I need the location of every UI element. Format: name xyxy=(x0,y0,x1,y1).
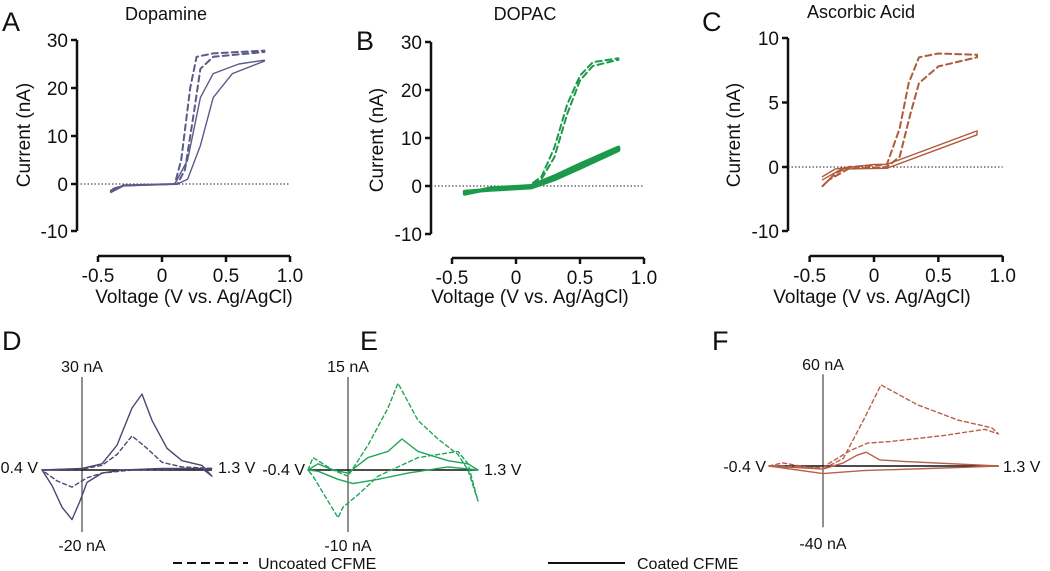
y-tick-label: 10 xyxy=(401,129,422,150)
x-tick-label: 0 xyxy=(157,266,168,287)
x-tick-label: -0.5 xyxy=(436,268,469,289)
y-tick-label: 10 xyxy=(758,29,779,50)
x-tick-label: -0.5 xyxy=(82,266,115,287)
plot-area-c: 10 5 0 -10 -0.5 0 0.5 1.0 xyxy=(752,29,1016,287)
panel-letter: C xyxy=(702,7,722,37)
y-tick-label: -10 xyxy=(395,225,422,246)
series-uncoated-line xyxy=(463,57,620,195)
y-max-label: 30 nA xyxy=(61,359,103,376)
x-tick-label: 1.0 xyxy=(631,268,657,289)
x-min-label: -0.4 V xyxy=(723,459,766,476)
x-tick-label: 0 xyxy=(869,266,880,287)
series-uncoated-line xyxy=(307,382,479,519)
plot-area-b: 30 20 10 0 -10 -0.5 0 0.5 1.0 xyxy=(395,33,658,289)
x-min-label: -0.4 V xyxy=(262,462,305,479)
series-uncoated-line xyxy=(768,384,1000,470)
y-min-label: -40 nA xyxy=(799,536,846,553)
x-tick-label: -0.5 xyxy=(793,266,826,287)
y-tick-label: 0 xyxy=(57,175,68,196)
series-uncoated-line xyxy=(109,49,266,193)
panel-c: C Ascorbic Acid Current (nA) Voltage (V … xyxy=(702,2,971,308)
series-coated-line xyxy=(821,130,978,181)
y-tick-label: 10 xyxy=(47,127,68,148)
y-tick-label: 30 xyxy=(47,31,68,52)
series-uncoated-line xyxy=(821,52,978,188)
plot-area-e xyxy=(307,377,479,532)
y-tick-label: 0 xyxy=(411,177,422,198)
y-tick-label: 30 xyxy=(401,33,422,54)
x-tick-label: 1.0 xyxy=(989,266,1015,287)
series-coated-line xyxy=(41,393,213,521)
x-tick-label: 0.5 xyxy=(925,266,951,287)
panel-a: A Dopamine Current (nA) Voltage (V vs. A… xyxy=(2,4,293,308)
panel-letter: B xyxy=(356,26,374,56)
x-max-label: 1.3 V xyxy=(1003,459,1041,476)
y-tick-label: -10 xyxy=(41,222,68,243)
x-max-label: 1.3 V xyxy=(484,462,522,479)
panel-d: D 30 nA -20 nA -0.4 V 1.3 V xyxy=(0,326,256,555)
plot-area-f xyxy=(768,374,1000,528)
chart-title: Ascorbic Acid xyxy=(807,2,915,22)
y-tick-label: 5 xyxy=(768,94,779,115)
series-coated-line xyxy=(110,59,266,194)
y-tick-label: 20 xyxy=(47,79,68,100)
y-axis-label: Current (nA) xyxy=(367,88,388,193)
y-tick-label: 20 xyxy=(401,81,422,102)
y-axis-label: Current (nA) xyxy=(724,83,745,188)
panel-letter: F xyxy=(712,326,729,356)
panel-letter: E xyxy=(360,326,378,356)
series-coated-line xyxy=(768,451,1000,475)
panel-e: E 15 nA -10 nA -0.4 V 1.3 V xyxy=(262,326,521,555)
chart-title: DOPAC xyxy=(494,4,557,24)
x-tick-label: 0.5 xyxy=(567,268,593,289)
panel-f: F 60 nA -40 nA -0.4 V 1.3 V xyxy=(712,326,1041,553)
y-min-label: -20 nA xyxy=(58,538,105,555)
x-axis-label: Voltage (V vs. Ag/AgCl) xyxy=(431,287,629,308)
y-tick-label: 0 xyxy=(768,158,779,179)
legend-dashed-label: Uncoated CFME xyxy=(258,556,376,571)
plot-area-a: 30 20 10 0 -10 -0.5 0 0.5 1.0 xyxy=(41,31,304,287)
x-min-label: -0.4 V xyxy=(0,460,38,477)
panel-b: B DOPAC Current (nA) Voltage (V vs. Ag/A… xyxy=(356,4,629,308)
x-tick-label: 1.0 xyxy=(277,266,303,287)
series-coated-line xyxy=(462,145,621,196)
legend-solid-label: Coated CFME xyxy=(637,556,738,571)
panel-letter: D xyxy=(2,326,22,356)
x-axis-label: Voltage (V vs. Ag/AgCl) xyxy=(95,287,293,308)
x-axis-label: Voltage (V vs. Ag/AgCl) xyxy=(773,287,971,308)
plot-area-d xyxy=(41,377,213,532)
x-tick-label: 0 xyxy=(511,268,522,289)
y-max-label: 60 nA xyxy=(802,357,844,374)
x-tick-label: 0.5 xyxy=(213,266,239,287)
series-coated-line xyxy=(307,438,479,485)
series-uncoated-line xyxy=(41,435,213,488)
panel-letter: A xyxy=(2,7,20,37)
y-tick-label: -10 xyxy=(752,222,779,243)
y-axis-label: Current (nA) xyxy=(14,83,35,188)
chart-title: Dopamine xyxy=(125,4,207,24)
y-min-label: -10 nA xyxy=(324,538,371,555)
y-max-label: 15 nA xyxy=(327,359,369,376)
x-max-label: 1.3 V xyxy=(218,460,256,477)
legend: Uncoated CFME Coated CFME xyxy=(173,556,738,571)
